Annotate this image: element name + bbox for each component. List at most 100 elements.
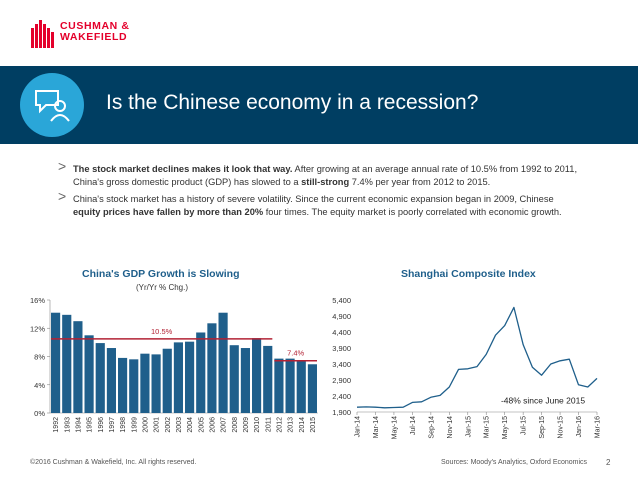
shanghai-x-tick-label: Jul-15 [521,416,528,435]
shanghai-x-tick-label: May-15 [502,416,509,439]
bullet-2-text-2: four times. The equity market is poorly … [263,206,562,217]
gdp-bar [106,348,116,413]
gdp-bar [162,348,172,413]
gdp-x-tick-label: 2004 [187,417,194,433]
shanghai-chart-title: Shanghai Composite Index [401,268,536,280]
gdp-chart-title: China's GDP Growth is Slowing [82,268,240,280]
gdp-bar [118,357,128,413]
gdp-y-tick-label: 8% [34,353,45,362]
gdp-x-tick-label: 1997 [109,417,116,433]
brand-name: CUSHMAN & WAKEFIELD [60,21,130,43]
shanghai-x-tick-label: May-14 [391,416,398,439]
footer-sources: Sources: Moody's Analytics, Oxford Econo… [441,459,588,466]
gdp-y-tick-label: 16% [30,296,45,305]
gdp-x-tick-label: 2008 [232,417,239,433]
gdp-x-tick-label: 1996 [98,417,105,433]
gdp-x-tick-label: 2011 [265,417,272,432]
bullet-1-bold-2: still-strong [301,176,350,187]
bullet-2-bold-1: equity prices have fallen by more than 2… [73,206,264,217]
gdp-x-tick-label: 2010 [254,417,261,433]
chevron-right-icon: > [58,158,67,174]
gdp-x-tick-label: 2002 [165,417,172,433]
gdp-bar [218,312,228,413]
gdp-bar [129,359,139,413]
gdp-x-tick-label: 2009 [243,417,250,433]
brand-line-1: CUSHMAN & [60,20,130,32]
gdp-y-tick-label: 12% [30,324,45,333]
gdp-bar [229,345,239,413]
shanghai-x-tick-label: Sep-14 [428,416,435,439]
gdp-x-tick-label: 1995 [87,417,94,433]
shanghai-x-tick-label: Nov-14 [447,416,454,439]
shanghai-x-tick-label: Sep-15 [539,416,546,439]
bullet-list: > The stock market declines makes it loo… [58,158,583,223]
footer-copyright: ©2016 Cushman & Wakefield, Inc. All righ… [30,459,197,466]
gdp-chart-subtitle: (Yr/Yr % Chg.) [136,283,189,292]
gdp-bar [296,361,306,413]
shanghai-x-tick-label: Mar-16 [595,416,602,438]
shanghai-y-tick-label: 4,900 [332,312,351,321]
page-number: 2 [606,458,611,467]
gdp-bar [151,354,161,413]
bullet-1-bold-1: The stock market declines makes it look … [73,164,293,174]
shanghai-series-line [356,306,598,409]
gdp-average-label: 10.5% [151,327,173,336]
bullet-1-text-2: 7.4% per year from 2012 to 2015. [349,176,491,187]
gdp-x-tick-label: 1998 [120,417,127,433]
shanghai-x-tick-label: Jan-14 [355,416,362,438]
chevron-right-icon: > [58,188,67,204]
gdp-bar [207,323,217,413]
gdp-bar [196,332,206,413]
gdp-x-tick-label: 2015 [310,417,317,433]
gdp-x-tick-label: 1999 [131,417,138,433]
shanghai-chart: 1,900 2,400 2,900 3,400 3,900 4,400 4,900 5,400… [332,296,602,439]
shanghai-y-tick-label: 5,400 [332,296,351,305]
gdp-x-tick-label: 2003 [176,417,183,433]
bullet-1-text-1: After growing at an average annual rate … [73,164,578,187]
gdp-x-tick-label: 2013 [288,417,295,433]
shanghai-x-tick-label: Mar-15 [484,416,491,438]
gdp-x-tick-label: 2007 [221,417,228,433]
shanghai-x-tick-label: Mar-14 [373,416,380,438]
gdp-x-tick-label: 2012 [276,417,283,433]
shanghai-y-tick-label: 3,900 [332,344,351,353]
gdp-y-tick-label: 0% [34,409,45,418]
bullet-2-text-1: China's stock market has a history of se… [73,194,554,204]
shanghai-x-tick-label: Jan-16 [576,416,583,438]
gdp-bar [185,341,195,413]
gdp-average-label: 7.4% [287,349,304,358]
gdp-bar [140,353,150,413]
chat-person-icon [35,90,70,122]
gdp-x-tick-label: 2014 [299,417,306,433]
gdp-x-tick-label: 2006 [209,417,216,433]
title-banner [0,66,638,144]
gdp-bar [62,314,72,413]
gdp-y-tick-label: 4% [34,381,45,390]
gdp-x-tick-label: 1992 [53,417,60,433]
shanghai-y-tick-label: 2,400 [332,392,351,401]
shanghai-y-tick-label: 2,900 [332,376,351,385]
gdp-x-tick-label: 2000 [142,417,149,433]
shanghai-y-tick-label: 1,900 [332,408,351,417]
gdp-x-tick-label: 2005 [198,417,205,433]
gdp-bar [51,312,61,413]
page-title: Is the Chinese economy in a recession? [106,91,479,114]
bullet-item: > The stock market declines makes it loo… [58,158,583,188]
shanghai-annotation: -48% since June 2015 [501,396,585,406]
gdp-bar [285,358,295,413]
gdp-bar [84,335,94,413]
gdp-bar [252,338,262,413]
shanghai-y-tick-label: 4,400 [332,328,351,337]
gdp-bar [263,345,273,413]
gdp-x-tick-label: 1994 [75,417,82,433]
gdp-bar [73,321,83,413]
brand-line-2: WAKEFIELD [60,31,128,43]
icon-circle [20,73,84,137]
gdp-x-tick-label: 1993 [64,417,71,433]
bullet-item: > China's stock market has a history of … [58,188,583,218]
shanghai-x-tick-label: Jul-14 [410,416,417,435]
gdp-bar [240,348,250,413]
shanghai-x-tick-label: Jan-15 [465,416,472,438]
shanghai-x-tick-label: Nov-15 [558,416,565,439]
cushman-wakefield-logo [31,20,54,48]
